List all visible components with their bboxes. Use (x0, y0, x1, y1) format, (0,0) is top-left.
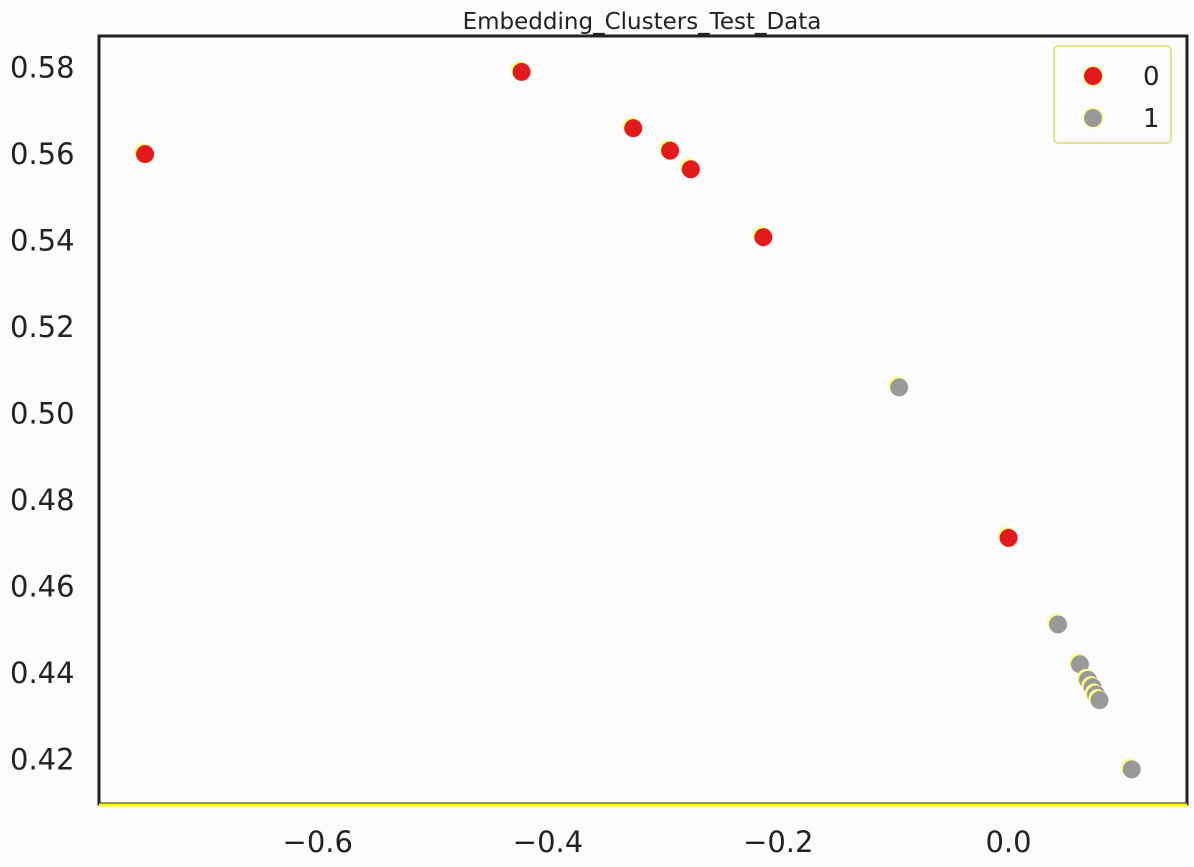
legend: 0 1 (1053, 45, 1172, 144)
plot-area (97, 34, 1189, 806)
y-tick-label: 0.52 (10, 310, 75, 344)
data-point-series-0 (754, 228, 773, 247)
data-point-series-0 (661, 141, 680, 160)
data-point-series-1 (1122, 760, 1141, 779)
x-axis: −0.6 −0.4 −0.2 0.0 (283, 825, 1032, 859)
x-tick-label: 0.0 (985, 825, 1031, 859)
y-axis: 0.42 0.44 0.46 0.48 0.50 0.52 0.54 0.56 0.58 (10, 50, 75, 776)
y-tick-label: 0.58 (10, 50, 75, 84)
y-tick-label: 0.54 (10, 223, 75, 257)
x-tick-label: −0.2 (743, 825, 813, 859)
legend-label-0: 0 (1143, 62, 1160, 92)
y-tick-label: 0.48 (10, 483, 75, 517)
data-point-series-1 (1049, 615, 1068, 634)
legend-marker-1 (1082, 107, 1104, 129)
y-tick-label: 0.56 (10, 137, 75, 171)
data-point-series-0 (681, 160, 700, 179)
data-point-series-0 (999, 528, 1018, 547)
data-point-series-0 (512, 62, 531, 81)
data-point-series-1 (1070, 655, 1089, 674)
y-tick-label: 0.46 (10, 569, 75, 603)
x-tick-label: −0.6 (283, 825, 353, 859)
y-tick-label: 0.42 (10, 743, 75, 777)
legend-marker-0 (1082, 65, 1104, 87)
legend-label-1: 1 (1143, 104, 1160, 134)
chart-title: Embedding_Clusters_Test_Data (463, 9, 822, 35)
x-tick-label: −0.4 (513, 825, 583, 859)
data-point-series-1 (890, 378, 909, 397)
data-points (134, 60, 1141, 779)
data-point-series-1 (1090, 691, 1109, 710)
y-tick-label: 0.44 (10, 656, 75, 690)
data-point-series-0 (136, 145, 155, 164)
data-point-series-0 (624, 119, 643, 138)
y-tick-label: 0.50 (10, 396, 75, 430)
